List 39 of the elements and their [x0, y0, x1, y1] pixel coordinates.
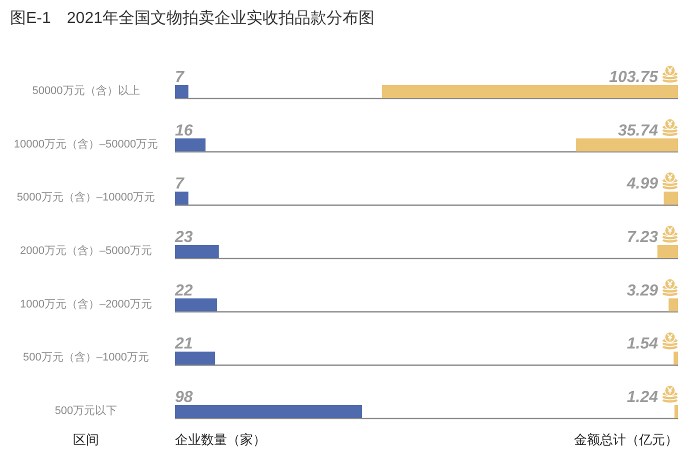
x-axis-title: 金额总计（亿元） [574, 432, 678, 447]
bar [175, 405, 362, 418]
y-tick-label: 1000万元（含）–2000万元 [20, 297, 152, 310]
y-axis-title: 区间 [73, 432, 99, 447]
data-label: 16 [175, 122, 193, 140]
bar [175, 298, 217, 312]
y-tick-label: 2000万元（含）–5000万元 [20, 244, 152, 257]
data-label: 22 [174, 282, 193, 300]
bar [657, 245, 678, 258]
y-tick-label: 5000万元（含）–10000万元 [16, 190, 156, 204]
bar [175, 192, 188, 205]
bar [674, 405, 678, 418]
bar [576, 138, 678, 152]
data-label: 4.99 [626, 176, 658, 193]
bar [175, 352, 216, 365]
data-label: 21 [174, 336, 193, 353]
data-label: 7 [175, 69, 185, 86]
bar [668, 298, 678, 312]
chart-title: 图E-1 2021年全国文物拍卖企业实收拍品款分布图 [10, 9, 374, 27]
data-label: 1.54 [626, 336, 658, 353]
y-tick-label: 10000万元（含）–50000万元 [14, 137, 158, 150]
bar [175, 245, 219, 258]
data-label: 7.23 [626, 229, 658, 246]
bar [674, 352, 678, 365]
bar [175, 85, 188, 98]
y-tick-label: 500万元以下 [54, 404, 118, 417]
data-label: 3.29 [626, 282, 658, 300]
y-tick-label: 500万元（含）–1000万元 [23, 350, 149, 364]
x-axis-title: 企业数量（家） [175, 432, 266, 447]
bar [175, 138, 206, 152]
data-label: 23 [174, 229, 193, 246]
data-label: 7 [175, 176, 185, 193]
y-tick-label: 50000万元（含）以上 [32, 84, 140, 98]
data-label: 1.24 [626, 389, 658, 406]
data-label: 103.75 [609, 69, 660, 86]
data-label: 98 [175, 389, 193, 406]
bar [382, 85, 678, 98]
data-label: 35.74 [618, 122, 658, 140]
bar [664, 192, 678, 205]
